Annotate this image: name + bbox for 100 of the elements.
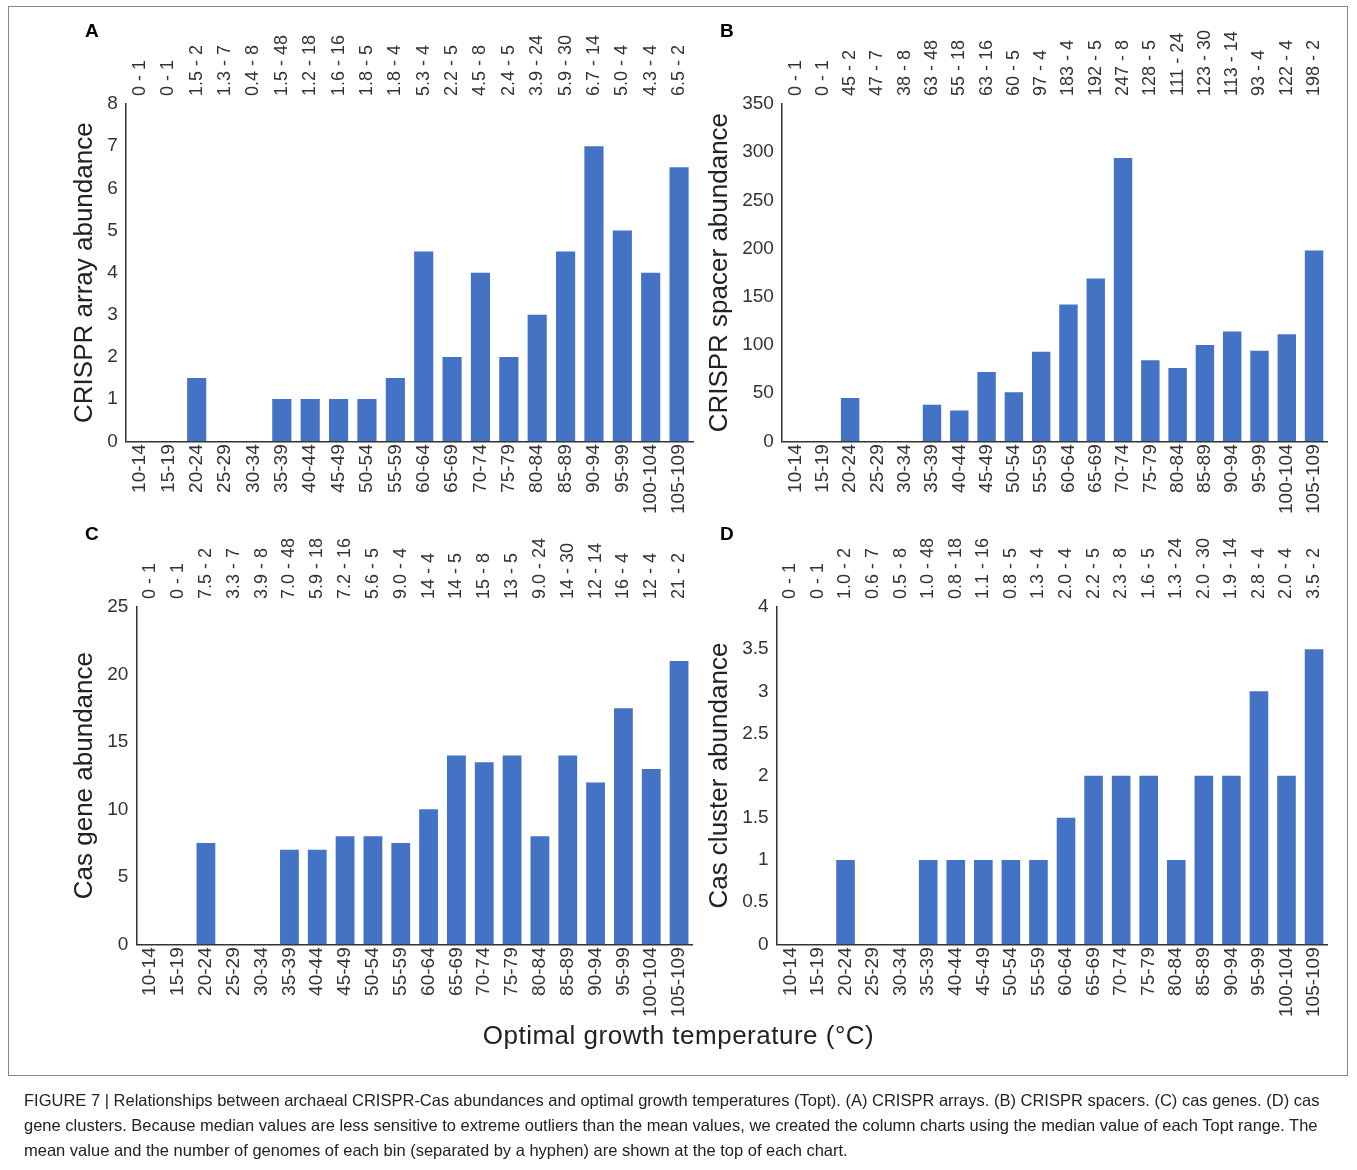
x-tick-label: 80-84 — [1164, 946, 1186, 996]
text: 2.2 - 5 — [441, 44, 462, 96]
text: 9.0 - 24 — [528, 537, 549, 599]
text: 0.4 - 8 — [242, 44, 263, 96]
text: 5.9 - 30 — [554, 34, 575, 96]
x-tick-label: 30-34 — [249, 946, 271, 996]
text: 0 - 1 — [784, 59, 805, 96]
y-tick-label: 2 — [758, 763, 769, 785]
chart-title: A — [85, 20, 99, 42]
text: 1.2 - 18 — [299, 34, 320, 96]
text: 128 - 5 — [1139, 39, 1160, 96]
y-axis-title: CRISPR array abundance — [67, 122, 98, 423]
y-axis-title: CRISPR spacer abundance — [702, 112, 733, 433]
x-tick-label: 85-89 — [555, 947, 577, 996]
x-tick-label: 70-74 — [1109, 946, 1131, 996]
text: 3.9 - 8 — [250, 547, 271, 599]
y-tick-label: 2 — [107, 345, 118, 367]
text: 0 - 1 — [806, 562, 827, 599]
text: 5.0 - 4 — [611, 44, 632, 96]
x-tick-label: 80-84 — [525, 443, 547, 493]
x-tick-label: 90-94 — [582, 443, 604, 493]
x-tick-label: 15-19 — [166, 947, 188, 996]
y-tick-label: 0.5 — [742, 890, 769, 912]
x-tick-label: 25-29 — [861, 947, 883, 996]
text: 1.0 - 2 — [834, 547, 855, 599]
text: 0 - 1 — [779, 562, 800, 599]
bar — [1139, 775, 1158, 945]
x-tick-label: 100-104 — [639, 946, 661, 1018]
bar — [1277, 334, 1296, 442]
text: 113 - 14 — [1221, 31, 1242, 96]
y-tick-label: 3.5 — [742, 637, 769, 659]
text: 1.5 - 48 — [270, 34, 291, 96]
y-tick-label: 0 — [107, 429, 118, 451]
y-tick-label: 3 — [758, 679, 769, 701]
bar — [977, 371, 996, 442]
x-tick-label: 75-79 — [497, 444, 519, 493]
x-tick-label: 20-24 — [838, 443, 860, 493]
y-tick-label: 1.5 — [742, 806, 769, 828]
x-tick-label: 95-99 — [611, 947, 633, 996]
chart-title: B — [720, 20, 734, 42]
text: 1.6 - 16 — [327, 34, 348, 96]
text: 0 - 1 — [157, 59, 178, 96]
x-tick-label: 55-59 — [1029, 444, 1051, 493]
x-tick-label: 70-74 — [1111, 443, 1133, 493]
x-tick-label: 95-99 — [1247, 947, 1269, 996]
y-tick-label: 2.5 — [742, 721, 769, 743]
x-tick-label: 95-99 — [1247, 444, 1269, 493]
text: 7.0 - 48 — [278, 537, 299, 599]
text: 0 - 1 — [139, 562, 160, 599]
x-tick-label: 50-54 — [361, 946, 383, 996]
caption: FIGURE 7 | Relationships between archaeal CRISPR-Cas abundances and optimal growth temperatures (Topt). (A) CRISPR arrays. (B) CRISPR spacers. (C) cas genes. (D) cas gene clusters. Because median values are less sensitive to extreme outliers than the mean values, we created the column charts using the median value of each Topt range. The mean value and the number of genomes of each bin (separated by a hyphen) are shown at the top of each chart. — [24, 1090, 1321, 1161]
bar — [329, 399, 349, 442]
x-tick-label: 45-49 — [974, 444, 996, 493]
bar — [470, 272, 491, 442]
text: 5.3 - 4 — [412, 44, 433, 96]
bar — [556, 251, 576, 442]
text: 47 - 7 — [866, 49, 887, 96]
x-tick-label: 20-24 — [833, 946, 855, 996]
text: 6.5 - 2 — [668, 44, 689, 96]
y-tick-label: 20 — [107, 662, 129, 684]
x-tick-label: 35-39 — [277, 947, 299, 996]
x-tick-label: 45-49 — [333, 947, 355, 996]
text: 1.3 - 4 — [1027, 547, 1048, 599]
x-tick-label: 30-34 — [888, 946, 910, 996]
y-tick-label: 50 — [752, 381, 774, 403]
text: 3.3 - 7 — [222, 547, 243, 599]
y-tick-label: 100 — [742, 333, 774, 355]
y-tick-label: 25 — [107, 595, 129, 617]
bar — [584, 146, 604, 442]
text: 1.6 - 5 — [1137, 547, 1158, 599]
text: 60 - 5 — [1002, 49, 1023, 96]
x-tick-label: 45-49 — [326, 444, 348, 493]
bar — [1277, 775, 1296, 945]
bar — [363, 836, 383, 945]
x-tick-label: 10-14 — [783, 443, 805, 493]
text: 38 - 8 — [893, 49, 914, 96]
x-tick-label: 100-104 — [1275, 443, 1297, 515]
text: 13 - 5 — [501, 552, 522, 599]
y-tick-label: 150 — [742, 284, 774, 306]
y-tick-label: 200 — [742, 236, 774, 258]
x-tick-label: 105-109 — [1302, 444, 1324, 515]
bar — [1194, 775, 1214, 945]
bar — [1031, 351, 1051, 442]
text: 7.2 - 16 — [334, 537, 355, 599]
x-tick-label: 75-79 — [1136, 947, 1158, 996]
x-tick-label: 25-29 — [213, 444, 235, 493]
x-tick-label: 40-44 — [298, 443, 320, 493]
text: 2.0 - 4 — [1054, 547, 1075, 599]
text: 0.8 - 5 — [999, 547, 1020, 599]
x-tick-label: 55-59 — [1026, 947, 1048, 996]
bar — [187, 378, 207, 442]
x-tick-label: 25-29 — [865, 444, 887, 493]
text: 1.9 - 14 — [1220, 537, 1241, 599]
x-tick-label: 20-24 — [194, 946, 216, 996]
text: 3.5 - 2 — [1303, 547, 1324, 599]
y-tick-label: 0 — [758, 932, 769, 954]
bar — [530, 836, 550, 945]
text: 6.7 - 14 — [582, 34, 603, 96]
y-tick-label: 0 — [763, 429, 774, 451]
chart-title: D — [720, 523, 734, 545]
